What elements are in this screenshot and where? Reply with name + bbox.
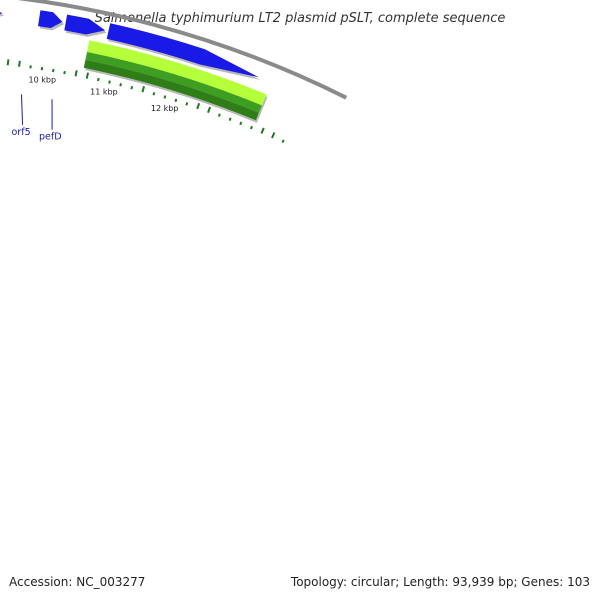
backbone-arc [16, 0, 348, 100]
ruler-label-7: 12 kbp [151, 104, 179, 113]
gc-dot-inner [271, 132, 276, 139]
feature-cds-9 [106, 23, 259, 78]
gc-dot-inner [85, 72, 89, 79]
gc-dot-inner [108, 80, 111, 84]
gc-dot-inner [152, 92, 156, 96]
map-title: Salmonella typhimurium LT2 plasmid pSLT,… [95, 11, 506, 26]
gc-dot-inner [63, 70, 66, 75]
gc-dot-inner [228, 117, 232, 121]
gc-dot-inner [239, 121, 243, 126]
feature-t3-18 [83, 59, 259, 121]
gc-dot-inner [174, 98, 178, 103]
gc-dot-inner [281, 139, 285, 144]
gc-dot-inner [196, 102, 201, 110]
gc-dot-inner [74, 70, 78, 77]
gc-dot-inner [119, 83, 122, 87]
feature-cds-8 [64, 14, 106, 35]
gene-label-7: pefD [39, 132, 62, 143]
gene-label-6: orf5 [12, 127, 31, 138]
ruler-label-6: 11 kbp [90, 88, 118, 97]
feature-tracks [0, 10, 268, 123]
gc-dot-inner [6, 59, 10, 66]
gc-dot-inner [18, 60, 21, 67]
gc-dot-inner [217, 113, 221, 117]
gc-dot-inner [130, 85, 134, 90]
gc-dot-inner [185, 102, 189, 106]
gc-skew-dots [6, 59, 285, 144]
feature-cds-6 [0, 12, 3, 14]
feature-shadow [0, 13, 5, 17]
gc-dot-inner [96, 77, 100, 82]
gc-dot-inner [260, 127, 265, 134]
ruler-label-5: 10 kbp [29, 75, 57, 84]
summary-label: Topology: circular; Length: 93,939 bp; G… [290, 575, 590, 589]
gene-leader-line [21, 94, 24, 125]
gc-dot-inner [52, 68, 55, 73]
gene-labels: rcKsrgBsrgAorf7pefIorf6orf5pefD [12, 94, 62, 143]
gc-dot-inner [163, 95, 167, 99]
gc-dot-inner [141, 86, 146, 93]
gc-dot-inner [249, 125, 253, 130]
backbone-ring [16, 0, 348, 100]
feature-cds-7 [38, 10, 63, 29]
gc-dot-inner [207, 106, 211, 114]
feature-t2-17 [85, 52, 262, 113]
accession-label: Accession: NC_003277 [9, 575, 146, 589]
feature-t1-15 [87, 40, 267, 106]
